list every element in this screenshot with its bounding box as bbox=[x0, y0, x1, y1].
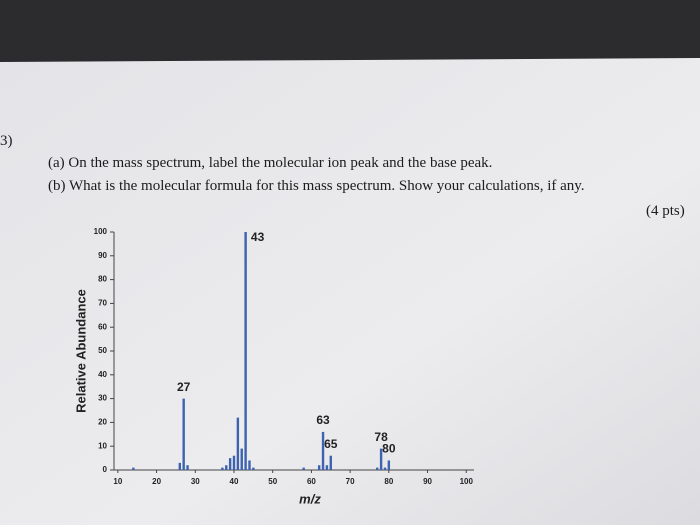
y-tick-label: 90 bbox=[98, 251, 107, 260]
y-tick-label: 80 bbox=[98, 275, 107, 284]
bar bbox=[228, 458, 232, 470]
question-number: 3) bbox=[0, 133, 13, 149]
bar bbox=[182, 398, 185, 470]
bar bbox=[321, 431, 325, 470]
x-tick-label: 80 bbox=[384, 477, 393, 486]
y-tick-label: 20 bbox=[98, 418, 107, 427]
bar bbox=[317, 465, 321, 470]
y-tick-label: 70 bbox=[98, 299, 107, 308]
bar bbox=[244, 232, 247, 470]
bar bbox=[232, 455, 236, 470]
peak-label: 65 bbox=[324, 437, 338, 451]
peak-label: 63 bbox=[316, 413, 330, 427]
bar bbox=[186, 465, 189, 470]
x-tick-label: 30 bbox=[191, 477, 200, 486]
bar bbox=[376, 467, 379, 470]
bar bbox=[225, 465, 228, 470]
bar bbox=[252, 467, 255, 470]
bar bbox=[325, 465, 329, 470]
peak-label: 43 bbox=[251, 230, 265, 244]
x-tick-label: 90 bbox=[423, 477, 432, 486]
y-tick-label: 50 bbox=[98, 346, 107, 355]
question-a: (a) On the mass spectrum, label the mole… bbox=[48, 155, 493, 171]
points: (4 pts) bbox=[646, 203, 685, 219]
peak-label: 78 bbox=[374, 430, 388, 444]
bar bbox=[221, 467, 224, 470]
y-tick-label: 0 bbox=[103, 465, 108, 474]
y-tick-label: 40 bbox=[98, 370, 107, 379]
peak-label: 27 bbox=[177, 380, 191, 394]
y-tick-label: 60 bbox=[98, 322, 107, 331]
bar bbox=[387, 460, 391, 470]
bar bbox=[178, 462, 182, 470]
x-tick-label: 100 bbox=[460, 477, 474, 486]
x-tick-label: 50 bbox=[268, 477, 277, 486]
y-tick-label: 10 bbox=[98, 441, 107, 450]
bar bbox=[379, 448, 383, 470]
bar bbox=[240, 448, 243, 470]
bar bbox=[248, 460, 251, 470]
x-tick-label: 70 bbox=[346, 477, 355, 486]
peak-label: 80 bbox=[382, 442, 396, 456]
bar bbox=[383, 467, 387, 470]
x-tick-label: 60 bbox=[307, 477, 316, 486]
y-tick-label: 100 bbox=[94, 227, 108, 236]
bar bbox=[302, 467, 305, 470]
bar bbox=[132, 467, 135, 470]
x-tick-label: 10 bbox=[113, 477, 122, 486]
bar bbox=[329, 455, 332, 470]
x-tick-label: 40 bbox=[230, 477, 239, 486]
x-axis-label: m/z bbox=[299, 491, 321, 506]
question-b: (b) What is the molecular formula for th… bbox=[48, 178, 585, 194]
bar bbox=[236, 417, 240, 470]
x-tick-label: 20 bbox=[152, 477, 161, 486]
y-tick-label: 30 bbox=[98, 394, 107, 403]
y-axis-label: Relative Abundance bbox=[73, 289, 88, 413]
